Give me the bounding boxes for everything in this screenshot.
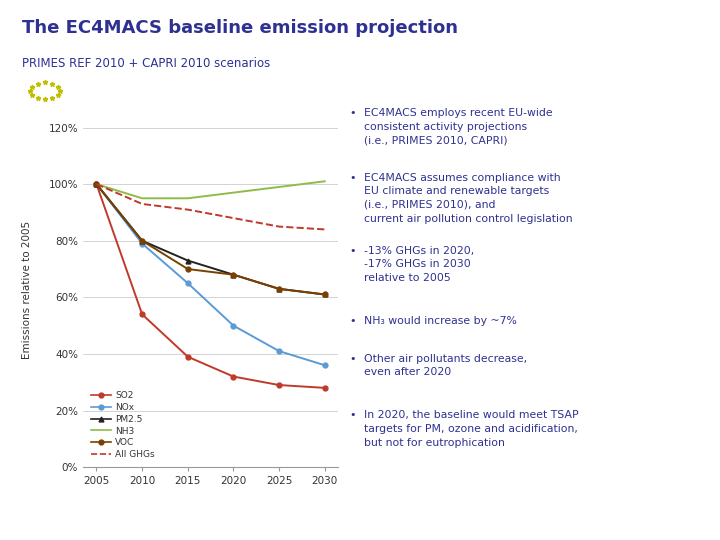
All GHGs — [138, 201, 146, 207]
Line: SO2: SO2 — [94, 181, 327, 390]
NH3 — [320, 178, 329, 185]
Y-axis label: Emissions relative to 2005: Emissions relative to 2005 — [22, 221, 32, 359]
NH3 — [138, 195, 146, 201]
All GHGs — [320, 226, 329, 233]
NH3 — [275, 184, 284, 190]
Line: VOC: VOC — [94, 181, 327, 297]
SO2 — [275, 382, 284, 388]
VOC — [229, 272, 238, 278]
PM2.5 — [320, 291, 329, 298]
NOx — [320, 362, 329, 368]
SO2 — [92, 181, 101, 187]
VOC — [92, 181, 101, 187]
Text: PRIMES REF 2010 + CAPRI 2010 scenarios: PRIMES REF 2010 + CAPRI 2010 scenarios — [22, 57, 270, 70]
SO2 — [229, 373, 238, 380]
All GHGs — [184, 206, 192, 213]
NOx — [229, 322, 238, 329]
Text: •: • — [349, 173, 356, 183]
Line: NH3: NH3 — [96, 181, 325, 198]
PM2.5 — [184, 257, 192, 264]
PM2.5 — [138, 238, 146, 244]
Text: •: • — [349, 246, 356, 256]
Text: The EC4MACS baseline emission projection: The EC4MACS baseline emission projection — [22, 19, 458, 37]
Text: •: • — [349, 354, 356, 364]
PM2.5 — [92, 181, 101, 187]
PM2.5 — [275, 286, 284, 292]
Text: EC4MACS assumes compliance with
EU climate and renewable targets
(i.e., PRIMES 2: EC4MACS assumes compliance with EU clima… — [364, 173, 572, 224]
VOC — [138, 238, 146, 244]
Text: •: • — [349, 410, 356, 421]
Text: In 2020, the baseline would meet TSAP
targets for PM, ozone and acidification,
b: In 2020, the baseline would meet TSAP ta… — [364, 410, 578, 448]
All GHGs — [275, 224, 284, 230]
All GHGs — [92, 181, 101, 187]
NOx — [138, 240, 146, 247]
Text: -13% GHGs in 2020,
-17% GHGs in 2030
relative to 2005: -13% GHGs in 2020, -17% GHGs in 2030 rel… — [364, 246, 474, 283]
Text: EC4MACS employs recent EU-wide
consistent activity projections
(i.e., PRIMES 201: EC4MACS employs recent EU-wide consisten… — [364, 108, 552, 145]
VOC — [184, 266, 192, 272]
All GHGs — [229, 215, 238, 221]
SO2 — [184, 354, 192, 360]
Text: •: • — [349, 316, 356, 326]
Line: PM2.5: PM2.5 — [94, 181, 327, 297]
Legend: SO2, NOx, PM2.5, NH3, VOC, All GHGs: SO2, NOx, PM2.5, NH3, VOC, All GHGs — [87, 388, 158, 463]
Line: All GHGs: All GHGs — [96, 184, 325, 230]
NOx — [184, 280, 192, 286]
SO2 — [320, 384, 329, 391]
NH3 — [92, 181, 101, 187]
NH3 — [229, 190, 238, 196]
Text: Other air pollutants decrease,
even after 2020: Other air pollutants decrease, even afte… — [364, 354, 527, 377]
SO2 — [138, 311, 146, 318]
VOC — [320, 291, 329, 298]
VOC — [275, 286, 284, 292]
Text: NH₃ would increase by ~7%: NH₃ would increase by ~7% — [364, 316, 516, 326]
PM2.5 — [229, 272, 238, 278]
NH3 — [184, 195, 192, 201]
Line: NOx: NOx — [94, 181, 327, 368]
NOx — [275, 348, 284, 354]
NOx — [92, 181, 101, 187]
Text: •: • — [349, 108, 356, 118]
